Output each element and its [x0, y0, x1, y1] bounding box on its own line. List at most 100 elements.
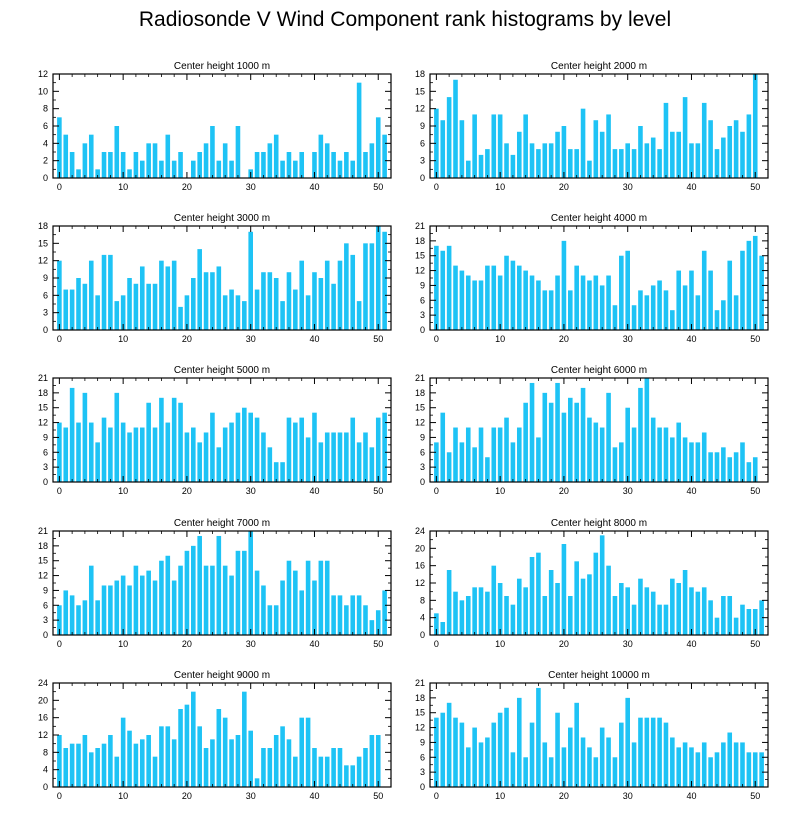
x-tick-label: 10	[118, 639, 128, 649]
y-tick-label: 0	[43, 173, 48, 183]
x-tick-label: 50	[750, 182, 760, 192]
histogram-bar	[504, 255, 509, 330]
histogram-bar	[689, 143, 694, 178]
x-tick-label: 40	[309, 639, 319, 649]
histogram-bar	[606, 737, 611, 787]
histogram-bar	[229, 739, 234, 787]
histogram-bar	[133, 283, 139, 330]
y-tick-label: 9	[43, 585, 48, 595]
histogram-bar	[568, 397, 573, 482]
x-tick-label: 20	[559, 639, 569, 649]
y-tick-label: 2	[43, 156, 48, 166]
histogram-bar	[133, 152, 139, 178]
histogram-bar	[625, 697, 630, 787]
y-tick-label: 15	[415, 403, 425, 413]
histogram-bar	[650, 417, 656, 482]
histogram-bar	[222, 565, 228, 635]
histogram-bar	[337, 748, 343, 787]
y-tick-label: 8	[420, 595, 425, 605]
histogram-bar	[159, 726, 164, 787]
histogram-bar	[574, 265, 579, 330]
histogram-bar	[574, 402, 579, 482]
y-tick-label: 9	[420, 737, 425, 747]
histogram-bar	[324, 756, 330, 787]
histogram-bar	[599, 535, 605, 635]
histogram-bar	[676, 270, 682, 330]
x-tick-label: 50	[373, 791, 383, 801]
histogram-bar	[178, 152, 183, 178]
histogram-bar	[752, 752, 758, 787]
histogram-bar	[465, 160, 471, 178]
histogram-bar	[293, 289, 298, 330]
histogram-bar	[139, 575, 145, 635]
histogram-bar	[331, 152, 336, 178]
histogram-bar	[708, 757, 713, 787]
histogram-bar	[88, 752, 94, 787]
histogram-bar	[356, 595, 362, 635]
histogram-bar	[733, 742, 739, 787]
histogram-bar	[331, 595, 336, 635]
histogram-bar	[472, 114, 477, 178]
histogram-bar	[599, 727, 605, 787]
x-tick-label: 10	[495, 791, 505, 801]
histogram-bar	[752, 457, 758, 482]
x-tick-label: 50	[750, 334, 760, 344]
y-tick-label: 3	[420, 462, 425, 472]
panel-title: Center height 7000 m	[174, 518, 270, 529]
histogram-bar	[63, 289, 69, 330]
histogram-bar	[293, 160, 298, 178]
histogram-bar	[733, 452, 739, 482]
histogram-bar	[120, 717, 126, 787]
histogram-bar	[305, 717, 311, 787]
histogram-bar	[159, 560, 164, 635]
histogram-bar	[644, 295, 650, 330]
histogram-bar	[63, 427, 69, 482]
y-tick-label: 15	[38, 556, 48, 566]
y-tick-label: 4	[43, 765, 48, 775]
histogram-bar	[344, 152, 349, 178]
histogram-bar	[191, 427, 196, 482]
x-tick-label: 50	[750, 486, 760, 496]
x-tick-label: 0	[434, 334, 439, 344]
histogram-bar	[625, 587, 630, 635]
histogram-bar	[657, 427, 662, 482]
histogram-bar	[638, 578, 643, 635]
histogram-bar	[714, 149, 720, 178]
x-tick-label: 10	[118, 334, 128, 344]
histogram-bar	[337, 260, 343, 330]
x-tick-label: 40	[686, 334, 696, 344]
histogram-bar	[453, 717, 458, 787]
y-tick-label: 8	[43, 104, 48, 114]
x-tick-label: 20	[559, 486, 569, 496]
histogram-bar	[273, 605, 279, 635]
x-tick-label: 50	[750, 639, 760, 649]
histogram-bar	[108, 427, 113, 482]
histogram-bar	[82, 283, 88, 330]
histogram-bar	[350, 254, 356, 330]
histogram-bar	[580, 737, 586, 787]
x-tick-label: 30	[246, 791, 256, 801]
histogram-bar	[434, 613, 439, 635]
histogram-bar	[363, 152, 368, 178]
x-tick-label: 50	[373, 334, 383, 344]
histogram-bar	[337, 160, 343, 178]
histogram-bar	[721, 447, 726, 482]
x-tick-label: 20	[182, 334, 192, 344]
histogram-bar	[133, 427, 139, 482]
x-tick-label: 10	[118, 486, 128, 496]
histogram-bar	[701, 102, 707, 178]
histogram-bar	[695, 752, 701, 787]
panel-title: Center height 5000 m	[174, 365, 270, 376]
figure-title: Radiosonde V Wind Component rank histogr…	[138, 8, 672, 31]
histogram-bar	[165, 555, 171, 635]
histogram-bar	[657, 280, 662, 330]
x-tick-label: 0	[434, 486, 439, 496]
histogram-bar	[254, 778, 260, 787]
histogram-bar	[242, 691, 247, 787]
y-tick-label: 18	[415, 388, 425, 398]
histogram-bar	[375, 117, 381, 178]
histogram-bar	[529, 143, 535, 178]
x-tick-label: 20	[559, 791, 569, 801]
histogram-bar	[542, 392, 548, 482]
